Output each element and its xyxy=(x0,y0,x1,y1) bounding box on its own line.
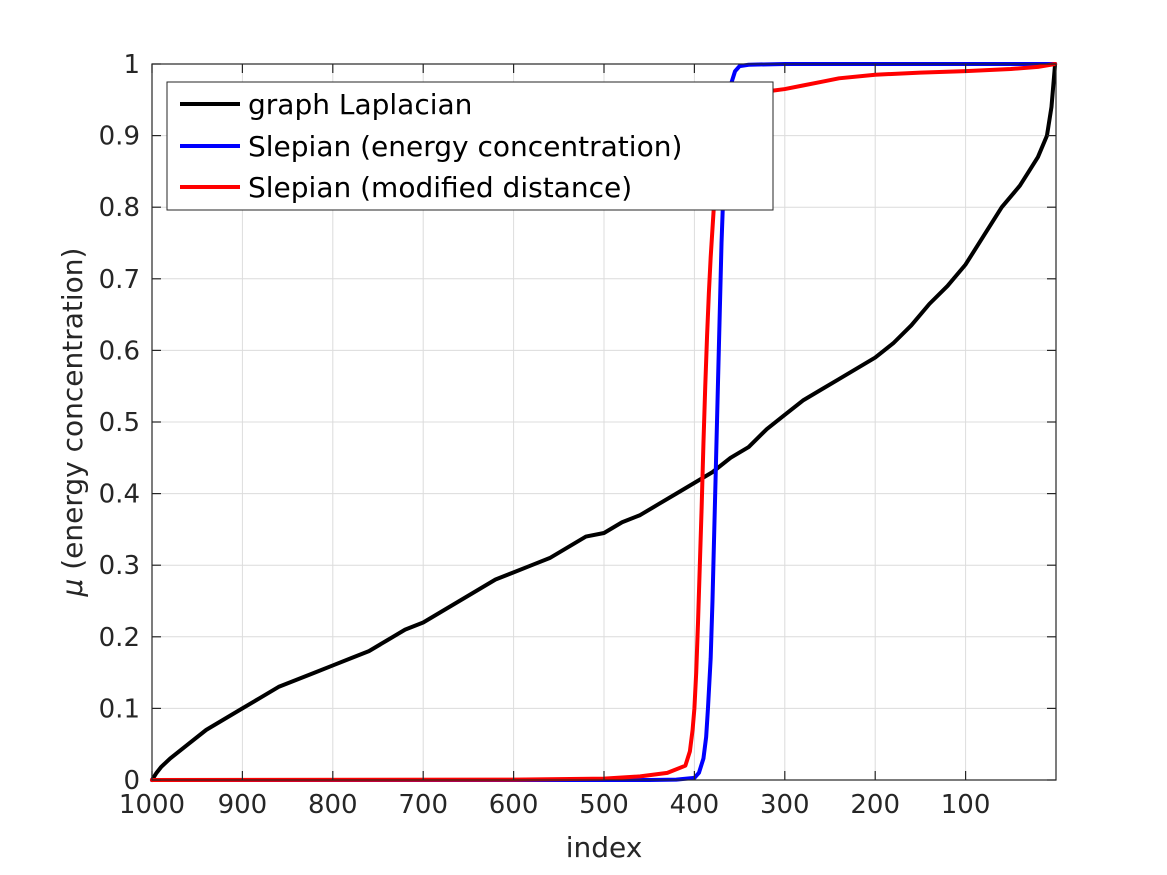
legend-label-slepian-energy-concentration: Slepian (energy concentration) xyxy=(248,130,682,163)
x-tick-label: 800 xyxy=(308,790,358,820)
y-tick-label: 0.3 xyxy=(99,551,140,581)
x-tick-label: 300 xyxy=(760,790,810,820)
x-tick-label: 900 xyxy=(218,790,268,820)
series-slepian-energy-concentration xyxy=(150,62,1058,782)
y-tick-label: 0.6 xyxy=(99,336,140,366)
y-axis-label: (energy concentration) xyxy=(56,248,89,570)
x-tick-label: 1000 xyxy=(119,790,185,820)
legend-box xyxy=(166,81,774,211)
y-axis-symbol: μ xyxy=(56,579,89,598)
series-graph-laplacian xyxy=(150,62,1058,782)
x-tick-label: 500 xyxy=(579,790,629,820)
y-tick-label: 0.4 xyxy=(99,480,140,510)
y-tick-label: 0.9 xyxy=(99,122,140,152)
x-tick-label: 600 xyxy=(489,790,539,820)
y-tick-label: 1 xyxy=(123,50,140,80)
y-tick-label: 0.7 xyxy=(99,265,140,295)
x-tick-label: 100 xyxy=(941,790,991,820)
y-tick-label: 0.5 xyxy=(99,408,140,438)
legend-label-graph-laplacian: graph Laplacian xyxy=(248,88,472,121)
x-tick-label: 200 xyxy=(850,790,900,820)
legend-label-slepian-modified-distance: Slepian (modified distance) xyxy=(248,171,632,204)
y-tick-label: 0.8 xyxy=(99,193,140,223)
x-axis-title: index xyxy=(566,831,643,864)
y-tick-label: 0.1 xyxy=(99,694,140,724)
y-tick-label: 0 xyxy=(123,766,140,796)
y-tick-label: 0.2 xyxy=(99,623,140,653)
x-tick-label: 400 xyxy=(670,790,720,820)
y-axis-title: μ (energy concentration) xyxy=(56,248,89,598)
legend: graph Laplacian Slepian (energy concentr… xyxy=(166,81,774,211)
axis-ticks: 1000 900 800 700 600 500 400 300 200 10000.10.20.… xyxy=(99,50,1056,820)
x-tick-label: 700 xyxy=(398,790,448,820)
